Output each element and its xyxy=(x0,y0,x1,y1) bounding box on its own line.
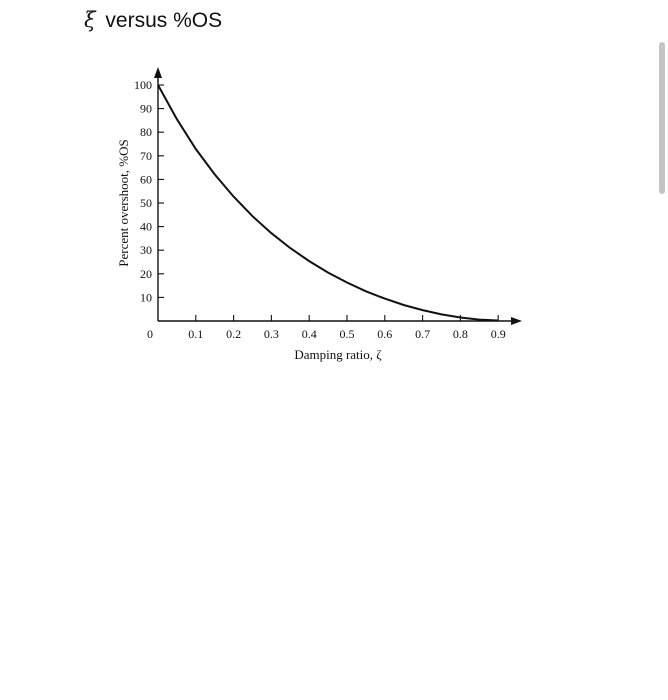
y-tick-label: 60 xyxy=(140,172,152,186)
x-axis-arrow xyxy=(511,317,522,325)
y-axis-arrow xyxy=(154,67,162,78)
scrollbar-thumb[interactable] xyxy=(659,42,665,194)
page-title: ξ versus %OS xyxy=(84,8,222,33)
y-tick-label: 80 xyxy=(140,125,152,139)
series-line xyxy=(157,84,499,322)
x-tick-label: 0.2 xyxy=(226,327,241,341)
x-tick-label: 0.4 xyxy=(302,327,317,341)
title-text: versus %OS xyxy=(105,9,223,32)
x-tick-label: 0.1 xyxy=(188,327,203,341)
y-tick-label: 100 xyxy=(134,78,152,92)
x-tick-label: 0.8 xyxy=(453,327,468,341)
x-tick-label: 0.6 xyxy=(377,327,392,341)
y-tick-label: 30 xyxy=(140,243,152,257)
y-tick-label: 20 xyxy=(140,267,152,281)
x-tick-label: 0.9 xyxy=(491,327,506,341)
x-tick-label: 0.5 xyxy=(340,327,355,341)
y-tick-label: 90 xyxy=(140,102,152,116)
scrollbar-track[interactable] xyxy=(656,0,668,700)
y-axis-label: Percent overshoot, %OS xyxy=(116,139,131,266)
y-tick-label: 70 xyxy=(140,149,152,163)
x-tick-label: 0.7 xyxy=(415,327,430,341)
y-tick-label: 10 xyxy=(140,290,152,304)
x-axis-label: Damping ratio, ζ xyxy=(294,347,382,362)
y-tick-label: 50 xyxy=(140,196,152,210)
x-tick-label: 0.3 xyxy=(264,327,279,341)
title-symbol: ξ xyxy=(84,8,96,32)
y-tick-label: 40 xyxy=(140,220,152,234)
origin-label: 0 xyxy=(147,327,153,341)
